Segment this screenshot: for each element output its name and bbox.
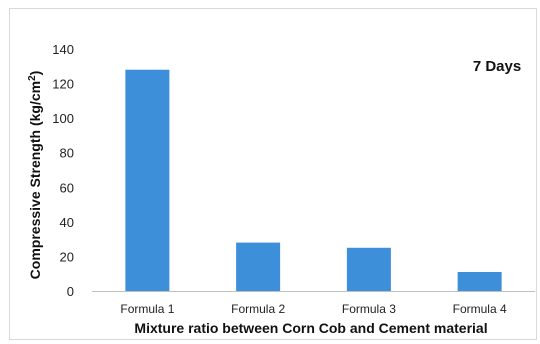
y-tick-label-4: 80 [60,146,74,161]
y-axis-title: Compressive Strength (kg/cm2) [27,71,44,280]
y-tick-label-0: 0 [67,284,74,299]
bar-1 [125,69,170,291]
y-axis-title-sup: 2 [27,75,38,81]
y-tick-label-6: 120 [52,77,74,92]
y-tick-label-1: 20 [60,249,74,264]
y-tick-label-2: 40 [60,215,74,230]
x-axis-title: Mixture ratio between Corn Cob and Cemen… [134,320,487,336]
annotation-label: 7 Days [473,58,521,75]
x-category-label-4: Formula 4 [453,302,507,316]
y-axis-title-main: Compressive Strength (kg/cm [27,81,43,279]
y-tick-label-3: 60 [60,180,74,195]
x-category-label-3: Formula 3 [342,302,396,316]
x-axis-categories: Formula 1 Formula 2 Formula 3 Formula 4 [120,302,507,316]
y-tick-label-7: 140 [52,42,74,57]
bar-2 [236,242,281,291]
bar-4 [457,271,502,291]
y-tick-label-5: 100 [52,111,74,126]
bars [125,69,502,291]
x-category-label-2: Formula 2 [231,302,285,316]
bar-3 [346,247,391,291]
y-axis-ticks: 0 20 40 60 80 100 120 140 [52,42,74,299]
x-category-label-1: Formula 1 [120,302,174,316]
y-axis-title-end: ) [27,71,43,76]
